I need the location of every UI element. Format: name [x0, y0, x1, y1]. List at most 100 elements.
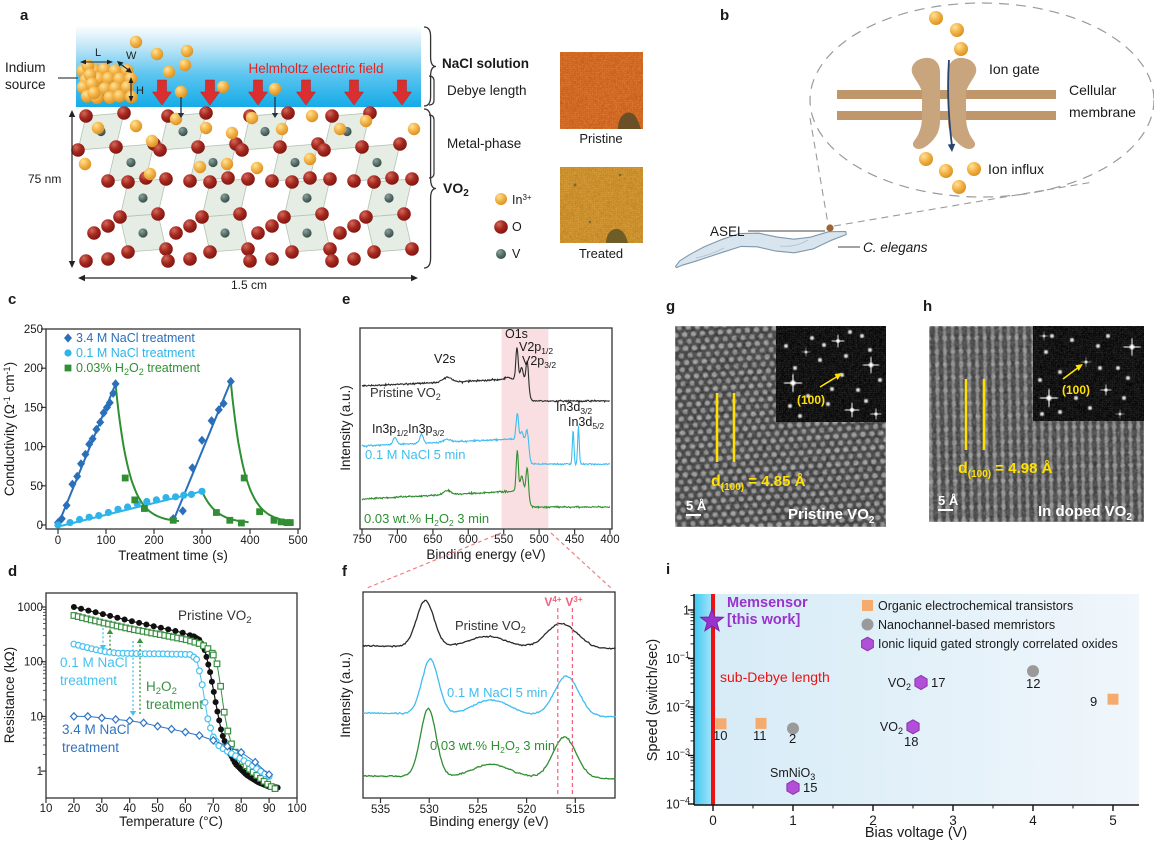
svg-text:Speed (switch/sec): Speed (switch/sec) [645, 639, 661, 762]
svg-text:b: b [720, 7, 729, 24]
svg-text:50: 50 [151, 803, 164, 815]
svg-text:10: 10 [713, 728, 727, 743]
svg-text:Nanochannel-based memristors: Nanochannel-based memristors [878, 618, 1055, 632]
svg-text:650: 650 [423, 534, 442, 546]
svg-text:In3p1/2In3p3/2: In3p1/2In3p3/2 [372, 422, 445, 438]
svg-text:a: a [20, 7, 29, 24]
svg-text:Resistance (kΩ): Resistance (kΩ) [2, 647, 17, 743]
svg-text:Pristine VO2: Pristine VO2 [178, 608, 252, 626]
svg-text:V2s: V2s [434, 352, 456, 366]
svg-text:[this work]: [this work] [727, 612, 800, 628]
svg-text:Bias voltage (V): Bias voltage (V) [865, 825, 967, 841]
svg-text:0.03 wt.% H2O2 3 min: 0.03 wt.% H2O2 3 min [364, 511, 489, 528]
svg-text:membrane: membrane [1069, 104, 1136, 120]
svg-text:source: source [5, 77, 46, 92]
svg-text:2: 2 [789, 731, 796, 746]
svg-text:200: 200 [24, 363, 43, 375]
svg-text:80: 80 [235, 803, 248, 815]
svg-text:100: 100 [24, 442, 43, 454]
svg-text:g: g [666, 298, 675, 315]
svg-text:100: 100 [24, 657, 43, 669]
svg-text:NaCl solution: NaCl solution [442, 56, 529, 71]
svg-text:5 Å: 5 Å [938, 493, 959, 508]
svg-text:Pristine VO2: Pristine VO2 [788, 506, 875, 526]
svg-text:30: 30 [95, 803, 108, 815]
svg-text:H: H [136, 85, 144, 97]
svg-text:1: 1 [683, 604, 690, 618]
svg-text:Temperature (°C): Temperature (°C) [119, 814, 223, 829]
svg-text:0.1 M NaCl: 0.1 M NaCl [60, 655, 128, 670]
svg-text:c: c [8, 291, 16, 308]
svg-text:i: i [666, 561, 670, 578]
svg-text:550: 550 [494, 534, 513, 546]
svg-text:0.1 M NaCl treatment: 0.1 M NaCl treatment [76, 346, 195, 360]
svg-text:VO2: VO2 [888, 676, 911, 692]
svg-text:Cellular: Cellular [1069, 82, 1117, 98]
svg-text:11: 11 [753, 728, 767, 743]
svg-text:Ionic liquid gated strongly co: Ionic liquid gated strongly correlated o… [878, 637, 1118, 651]
svg-text:200: 200 [144, 535, 163, 547]
svg-text:Binding energy (eV): Binding energy (eV) [426, 547, 545, 562]
svg-text:100: 100 [96, 535, 115, 547]
svg-text:Intensity (a.u.): Intensity (a.u.) [338, 652, 353, 738]
svg-text:3: 3 [949, 813, 957, 828]
svg-text:Pristine VO2: Pristine VO2 [455, 618, 526, 635]
svg-text:Indium: Indium [5, 60, 46, 75]
svg-text:d: d [8, 563, 17, 580]
svg-text:Treatment time (s): Treatment time (s) [118, 548, 228, 563]
svg-text:Intensity (a.u.): Intensity (a.u.) [338, 385, 353, 471]
svg-text:515: 515 [566, 804, 585, 816]
svg-text:1000: 1000 [17, 602, 43, 614]
svg-text:70: 70 [207, 803, 220, 815]
svg-text:H2O2: H2O2 [146, 679, 177, 697]
svg-text:500: 500 [288, 535, 307, 547]
svg-text:530: 530 [420, 804, 439, 816]
svg-text:Organic electrochemical transi: Organic electrochemical transistors [878, 599, 1073, 613]
svg-text:700: 700 [388, 534, 407, 546]
svg-text:Pristine VO2: Pristine VO2 [370, 385, 441, 402]
svg-text:W: W [126, 50, 137, 62]
svg-text:Memsensor: Memsensor [727, 595, 808, 611]
svg-text:15: 15 [803, 780, 817, 795]
svg-text:0.03 wt.% H2O2 3 min: 0.03 wt.% H2O2 3 min [430, 738, 555, 755]
svg-text:Pristine: Pristine [579, 131, 622, 146]
svg-text:O1s: O1s [505, 327, 528, 341]
svg-text:L: L [95, 47, 101, 59]
svg-text:treatment: treatment [146, 697, 203, 712]
svg-text:Metal-phase: Metal-phase [447, 136, 521, 151]
svg-text:sub-Debye length: sub-Debye length [720, 669, 830, 685]
svg-text:250: 250 [24, 324, 43, 336]
svg-text:V: V [512, 247, 521, 261]
svg-text:4: 4 [1029, 813, 1037, 828]
svg-text:12: 12 [1026, 676, 1040, 691]
svg-text:0.03% H2O2 treatment: 0.03% H2O2 treatment [76, 361, 201, 377]
svg-text:0.1 M NaCl 5 min: 0.1 M NaCl 5 min [447, 685, 547, 700]
svg-text:10: 10 [40, 803, 53, 815]
svg-text:525: 525 [468, 804, 487, 816]
svg-text:C. elegans: C. elegans [863, 240, 928, 255]
svg-text:0.1 M NaCl 5 min: 0.1 M NaCl 5 min [365, 447, 465, 462]
svg-text:SmNiO3: SmNiO3 [770, 766, 815, 782]
svg-text:18: 18 [904, 734, 918, 749]
svg-text:5 Å: 5 Å [686, 498, 707, 513]
svg-text:1: 1 [37, 766, 43, 778]
svg-text:300: 300 [192, 535, 211, 547]
svg-text:(100): (100) [1062, 383, 1090, 397]
svg-text:Ion influx: Ion influx [988, 161, 1044, 177]
svg-text:40: 40 [123, 803, 136, 815]
svg-text:750: 750 [352, 534, 371, 546]
svg-text:20: 20 [67, 803, 80, 815]
svg-text:2: 2 [869, 813, 877, 828]
svg-text:ASEL: ASEL [710, 224, 745, 239]
svg-text:1: 1 [789, 813, 797, 828]
svg-text:0: 0 [37, 520, 43, 532]
svg-text:f: f [342, 563, 348, 580]
svg-text:In doped VO2: In doped VO2 [1038, 503, 1132, 523]
svg-text:50: 50 [30, 481, 43, 493]
svg-text:600: 600 [459, 534, 478, 546]
svg-text:400: 400 [240, 535, 259, 547]
svg-text:O: O [512, 220, 522, 234]
svg-text:1.5 cm: 1.5 cm [231, 278, 267, 292]
svg-text:10: 10 [30, 711, 43, 723]
svg-text:400: 400 [600, 534, 619, 546]
